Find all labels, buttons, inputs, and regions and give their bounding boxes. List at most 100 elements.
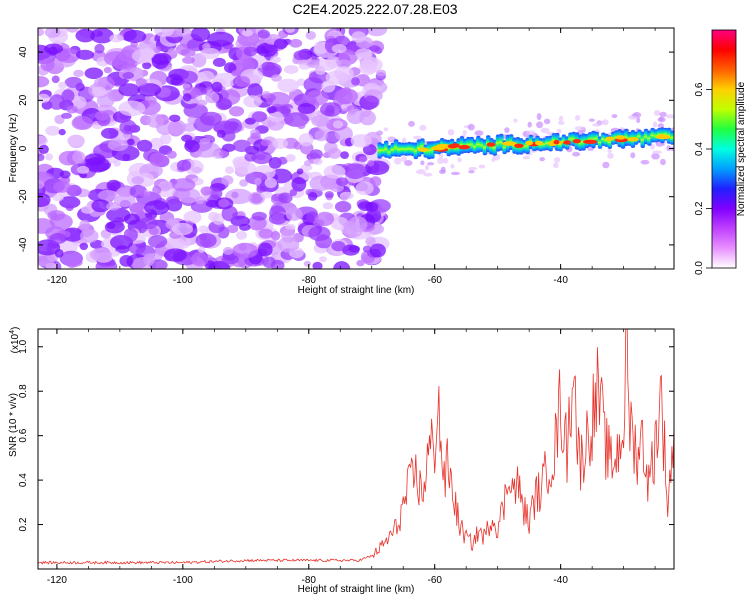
noise-blob <box>258 228 274 239</box>
noise-blob <box>123 228 138 242</box>
band-speckle <box>630 152 636 159</box>
noise-blob <box>219 150 229 158</box>
band-speckle <box>468 166 478 171</box>
noise-blob <box>182 93 192 102</box>
noise-blob <box>243 95 263 108</box>
noise-blob <box>367 159 375 167</box>
noise-blob <box>103 66 112 74</box>
noise-blob <box>218 198 230 208</box>
band-speckle <box>540 127 550 134</box>
noise-blob <box>313 40 329 55</box>
noise-blob <box>84 67 104 80</box>
noise-blob <box>40 58 55 72</box>
noise-blob <box>163 248 187 262</box>
band-speckle <box>575 115 581 121</box>
noise-blob <box>187 116 196 124</box>
noise-blob <box>262 256 276 269</box>
spectrogram-y-tick-label: -40 <box>18 237 29 252</box>
noise-blob <box>119 119 137 135</box>
noise-blob <box>184 140 200 153</box>
noise-blob <box>270 231 281 241</box>
noise-blob <box>225 166 235 174</box>
snr-x-tick-label: -80 <box>302 575 317 586</box>
band-hotspot <box>563 140 571 145</box>
noise-blob <box>89 248 112 261</box>
band-speckle <box>666 145 672 152</box>
noise-blob <box>93 77 108 89</box>
noise-blob <box>183 210 202 224</box>
noise-blob <box>369 45 381 52</box>
noise-blob <box>340 194 348 201</box>
noise-blob <box>315 68 326 75</box>
noise-blob <box>58 81 67 89</box>
noise-blob <box>234 161 256 175</box>
colorbar: 0.0 0.2 0.4 0.6 Normalized spectral amplitu… <box>694 29 747 275</box>
noise-blob <box>76 49 94 60</box>
noise-blob <box>362 144 377 156</box>
noise-blob <box>266 106 277 114</box>
noise-blob <box>145 191 156 199</box>
noise-blob <box>305 90 329 106</box>
noise-blob <box>351 77 360 86</box>
noise-blob <box>336 177 348 187</box>
noise-blob <box>289 38 303 48</box>
colorbar-tick-label: 0.0 <box>694 261 705 275</box>
band-speckle <box>543 118 551 125</box>
noise-blob <box>38 153 45 162</box>
noise-blob <box>277 237 300 253</box>
noise-blob <box>200 111 222 126</box>
band-hotspot <box>502 141 517 146</box>
band-speckle <box>491 157 496 162</box>
noise-blob <box>334 201 352 213</box>
noise-blob <box>91 199 110 213</box>
noise-blob <box>324 191 334 199</box>
noise-blob <box>47 210 66 221</box>
snr-x-axis-label: Height of straight line (km) <box>298 584 415 595</box>
noise-blob <box>142 62 152 70</box>
band-speckle <box>522 155 531 160</box>
noise-blob <box>146 113 165 128</box>
noise-blob <box>61 112 72 119</box>
noise-blob <box>250 193 263 204</box>
noise-blob <box>265 91 291 107</box>
noise-blob <box>123 29 147 43</box>
noise-blob <box>332 120 344 129</box>
noise-blob <box>284 28 296 33</box>
noise-blob <box>232 242 259 259</box>
noise-blob <box>38 192 51 208</box>
band-speckle <box>650 144 655 150</box>
noise-blob <box>296 168 304 175</box>
noise-blob <box>270 56 281 63</box>
noise-blob <box>73 69 84 77</box>
noise-blob <box>331 44 347 54</box>
colorbar-tick-label: 0.2 <box>694 201 705 215</box>
band-speckle <box>427 162 435 166</box>
noise-blob <box>166 74 183 86</box>
noise-blob <box>251 211 267 221</box>
band-speckle <box>439 169 446 174</box>
noise-blob <box>167 48 178 56</box>
noise-blob <box>215 97 232 111</box>
noise-blob <box>333 261 351 269</box>
noise-blob <box>66 28 79 33</box>
band-speckle <box>420 160 425 166</box>
noise-blob <box>245 171 268 185</box>
spectrogram-x-tick-label: -100 <box>173 275 193 286</box>
noise-blob <box>196 99 208 106</box>
noise-blob <box>169 114 181 123</box>
snr-y-tick-label: 0.8 <box>18 384 29 398</box>
noise-blob <box>94 43 105 54</box>
noise-blob <box>106 202 121 211</box>
noise-blob <box>177 188 201 204</box>
band-speckle <box>588 118 595 122</box>
noise-blob <box>235 76 250 87</box>
noise-blob <box>207 31 234 47</box>
noise-blob <box>227 224 239 234</box>
noise-blob <box>122 72 134 79</box>
band-speckle <box>539 157 545 162</box>
noise-blob <box>297 103 316 114</box>
snr-x-tick-label: -100 <box>173 575 193 586</box>
band-speckle <box>536 121 544 129</box>
noise-blob <box>321 80 336 93</box>
spectrogram-x-tick-label: -60 <box>427 275 442 286</box>
